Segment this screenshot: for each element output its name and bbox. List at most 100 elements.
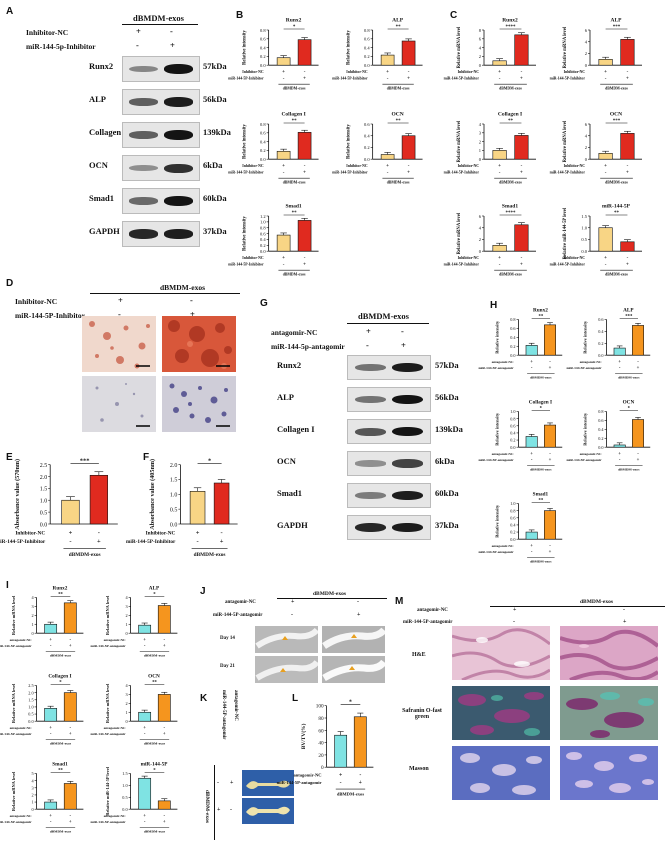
condition-sign: + bbox=[163, 732, 166, 737]
condition-label: miR-144-5P-antagomir bbox=[277, 780, 322, 785]
bar-control bbox=[138, 711, 152, 722]
y-tick-label: 0.0 bbox=[598, 445, 603, 450]
chart-title: OCN bbox=[623, 399, 635, 405]
panel-J-day21: Day 21 bbox=[220, 664, 235, 669]
wb-blot-strip bbox=[347, 451, 431, 476]
y-tick-label: 0.0 bbox=[364, 157, 370, 162]
bar-treatment bbox=[632, 419, 644, 448]
y-tick-label: 1.0 bbox=[260, 220, 266, 225]
panel-label-H: H bbox=[490, 300, 498, 311]
condition-label: miR-144-5P-Inhibitor bbox=[228, 77, 264, 81]
condition-sign: + bbox=[69, 732, 72, 737]
condition-sign: - bbox=[549, 360, 551, 365]
y-tick-label: 0.8 bbox=[598, 409, 603, 414]
wb-kda-label: 37kDa bbox=[203, 226, 227, 236]
y-tick-label: 0 bbox=[479, 157, 482, 162]
y-tick-label: 0.2 bbox=[510, 530, 515, 535]
group-label: dBMDM-exos bbox=[605, 273, 628, 277]
stain-label-masson: Masson bbox=[409, 766, 429, 772]
condition-sign: - bbox=[304, 164, 306, 169]
wb-band bbox=[354, 522, 386, 533]
y-tick-label: 0.6 bbox=[364, 122, 370, 127]
group-label: dBMDM-exos bbox=[144, 829, 166, 833]
panel-D-header: dBMDM-exos bbox=[160, 283, 205, 292]
y-tick-label: 4 bbox=[125, 595, 128, 600]
chart-b2: ALP Relative intensity 0.0 0.2 0.4 0.6 0.8 ** In… bbox=[332, 18, 423, 91]
condition-label: miR-144-5P-antagomir bbox=[91, 732, 126, 736]
panel-label-E: E bbox=[6, 452, 13, 463]
bar-control bbox=[189, 491, 206, 525]
panel-K-sign: - bbox=[230, 807, 232, 813]
y-tick-label: 1.5 bbox=[581, 214, 587, 219]
y-axis-label: Absorbance value (405nm) bbox=[149, 459, 156, 530]
wb-band bbox=[164, 97, 193, 107]
group-label: dBMDM-exos bbox=[283, 273, 306, 277]
masson-image-antagomir bbox=[560, 746, 658, 800]
significance-stars: * bbox=[208, 458, 211, 465]
condition-sign: - bbox=[144, 732, 146, 737]
condition-sign: - bbox=[50, 732, 52, 737]
y-tick-label: 2.5 bbox=[28, 683, 33, 688]
wb-protein-label: Collagen I bbox=[89, 127, 127, 137]
wb-band bbox=[354, 492, 386, 499]
group-label: dBMDM-exos bbox=[499, 181, 522, 185]
wb-protein-label: Runx2 bbox=[89, 61, 114, 71]
chart-title: Smad1 bbox=[533, 491, 549, 497]
y-tick-label: 3 bbox=[125, 604, 127, 609]
condition-sign: - bbox=[499, 77, 501, 82]
condition-sign: + bbox=[386, 70, 389, 75]
y-tick-label: 60 bbox=[318, 728, 324, 734]
condition-sign: - bbox=[163, 814, 165, 819]
y-tick-label: 100 bbox=[316, 704, 324, 710]
panel-D-sign: - bbox=[190, 295, 193, 305]
y-tick-label: 6 bbox=[585, 28, 588, 33]
wb-protein-label: ALP bbox=[89, 94, 106, 104]
condition-sign: - bbox=[283, 171, 285, 176]
significance-stars: *** bbox=[613, 25, 621, 30]
y-tick-label: 0.4 bbox=[260, 45, 266, 50]
bar-treatment bbox=[157, 694, 171, 722]
bar-control bbox=[44, 623, 58, 634]
y-tick-label: 2 bbox=[479, 139, 481, 144]
wb-kda-label: 57kDa bbox=[203, 61, 227, 71]
significance-stars: * bbox=[59, 681, 62, 686]
bar-control bbox=[61, 499, 80, 525]
chart-f: Absorbance value (405nm) 0.0 0.5 1.0 1.5 2.0 *… bbox=[126, 458, 238, 558]
wb-blot-strip bbox=[122, 155, 200, 181]
condition-sign: - bbox=[359, 772, 361, 778]
condition-sign: - bbox=[69, 538, 71, 545]
wb-G-cond2: miR-144-5p-antagomir bbox=[271, 342, 345, 351]
bar-treatment bbox=[353, 716, 367, 768]
bar-treatment bbox=[157, 800, 171, 810]
y-tick-label: 0.0 bbox=[260, 157, 266, 162]
condition-sign: + bbox=[530, 544, 533, 549]
condition-sign: + bbox=[626, 171, 629, 176]
condition-sign: + bbox=[520, 263, 523, 268]
y-tick-label: 0 bbox=[125, 631, 127, 636]
panel-label-G: G bbox=[260, 298, 268, 309]
bar-control bbox=[492, 150, 507, 160]
condition-sign: + bbox=[604, 256, 607, 261]
condition-label: Inhibitor-NC bbox=[15, 530, 45, 536]
y-tick-label: 0.0 bbox=[598, 353, 603, 358]
condition-label: Inhibitor-NC bbox=[458, 70, 480, 74]
panel-M-cond2: miR-144-5P-antagomir bbox=[403, 620, 453, 625]
panel-J-sign: - bbox=[357, 599, 359, 605]
wb-protein-label: Collagen I bbox=[277, 424, 315, 434]
alizarin-red-image-inhibitor bbox=[162, 316, 236, 372]
condition-label: miR-144-5P-antagomir bbox=[91, 644, 126, 648]
condition-label: miR-144-5P-antagomir bbox=[566, 458, 601, 462]
y-tick-label: 0.2 bbox=[598, 436, 603, 441]
condition-sign: - bbox=[50, 644, 52, 649]
y-axis-label: Relative intensity bbox=[494, 320, 499, 354]
wb-protein-label: OCN bbox=[277, 456, 296, 466]
bar-control bbox=[613, 444, 626, 448]
wb-A-sign: - bbox=[170, 26, 173, 36]
significance-stars: * bbox=[349, 700, 352, 706]
chart-i2: ALP Relative mRNA level 0 1 2 3 4 * antagomir-NC… bbox=[91, 585, 178, 657]
y-tick-label: 2.5 bbox=[40, 463, 48, 469]
y-tick-label: 2.0 bbox=[170, 463, 178, 469]
wb-A-sign: + bbox=[170, 40, 175, 50]
y-tick-label: 0.2 bbox=[598, 341, 603, 346]
